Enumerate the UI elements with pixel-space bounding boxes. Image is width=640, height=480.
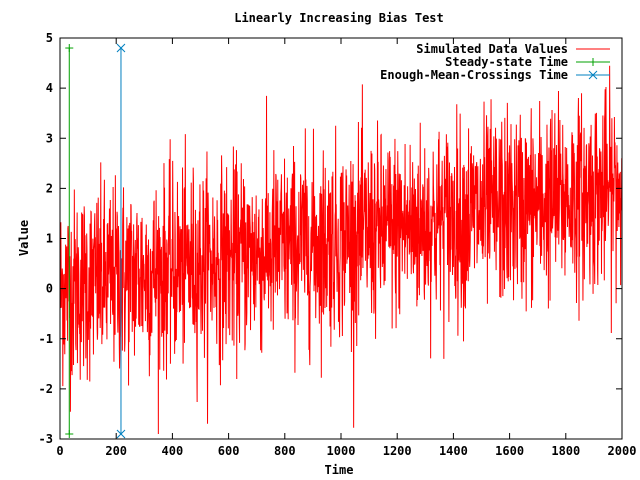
y-tick-label-3: 3 xyxy=(46,131,53,145)
x-tick-label-600: 600 xyxy=(218,444,240,458)
legend-entry-enough-mean-crossings-time: Enough-Mean-Crossings Time xyxy=(380,68,610,82)
y-tick-label--1: -1 xyxy=(39,332,53,346)
y-tick-label-4: 4 xyxy=(46,81,53,95)
x-tick-label-0: 0 xyxy=(56,444,63,458)
legend-entry-steady-state-time-label: Steady-state Time xyxy=(445,55,568,69)
x-tick-label-200: 200 xyxy=(105,444,127,458)
plot-frame xyxy=(59,37,623,440)
y-tick-label--2: -2 xyxy=(39,382,53,396)
axes-layer: 0 200 400 600 800 1000 1200 1400 1600 1800 2000 -3 -… xyxy=(39,31,637,458)
data-layer xyxy=(59,43,623,439)
y-tick-label--3: -3 xyxy=(39,432,53,446)
x-tick-label-400: 400 xyxy=(162,444,184,458)
y-tick-label-5: 5 xyxy=(46,31,53,45)
x-tick-label-1400: 1400 xyxy=(439,444,468,458)
legend-entry-enough-mean-crossings-time-label: Enough-Mean-Crossings Time xyxy=(380,68,568,82)
legend-entry-simulated-data-values-label: Simulated Data Values xyxy=(416,42,568,56)
series-enough-mean-crossings-time-marker-bottom-b xyxy=(116,429,126,439)
x-tick-label-1000: 1000 xyxy=(327,444,356,458)
legend-entry-steady-state-time: Steady-state Time xyxy=(445,55,610,69)
series-enough-mean-crossings-time-marker-top-b xyxy=(116,43,126,53)
legend-entry-simulated-data-values: Simulated Data Values xyxy=(416,42,610,56)
x-tick-label-1600: 1600 xyxy=(495,444,524,458)
series-enough-mean-crossings-time xyxy=(116,43,126,439)
y-tick-label-2: 2 xyxy=(46,181,53,195)
x-tick-label-2000: 2000 xyxy=(608,444,637,458)
x-axis-label: Time xyxy=(325,463,354,477)
x-tick-label-800: 800 xyxy=(274,444,296,458)
x-tick-label-1200: 1200 xyxy=(383,444,412,458)
series-simulated-data-values xyxy=(59,65,623,434)
y-axis-label: Value xyxy=(17,220,31,256)
y-tick-label-0: 0 xyxy=(46,282,53,296)
series-steady-state-time xyxy=(65,44,74,438)
x-tick-label-1800: 1800 xyxy=(551,444,580,458)
y-tick-label-1: 1 xyxy=(46,232,53,246)
legend-entry-enough-mean-crossings-time-swatch-marker-b xyxy=(588,70,598,80)
chart-title: Linearly Increasing Bias Test xyxy=(234,11,444,25)
